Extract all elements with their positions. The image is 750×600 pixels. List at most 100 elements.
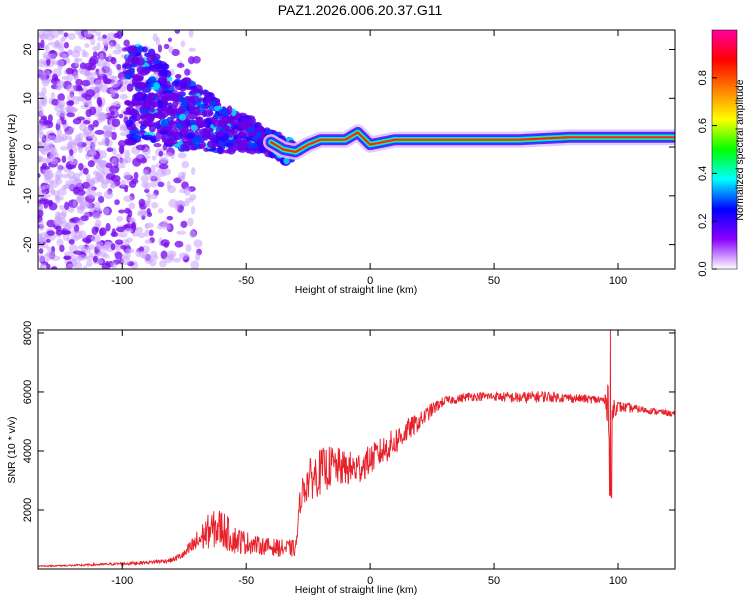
- chart-title: PAZ1.2026.006.20.37.G11: [278, 2, 443, 18]
- spectrogram-scatter-blob: [50, 158, 59, 165]
- spectrogram-band-blob: [146, 83, 154, 88]
- x-tick-label: 50: [488, 275, 500, 287]
- spectrogram-scatter-blob: [77, 245, 86, 250]
- spectrogram-scatter-blob: [89, 37, 96, 46]
- spectrogram-scatter-blob: [75, 78, 83, 86]
- spectrogram-scatter-blob: [141, 181, 148, 188]
- spectrogram-scatter-blob: [92, 170, 99, 176]
- spectrogram-scatter-blob: [53, 190, 60, 198]
- spectrogram-scatter-blob: [94, 226, 99, 233]
- spectrogram-scatter-blob: [59, 244, 65, 253]
- spectrogram-scatter-blob: [103, 207, 110, 216]
- spectrogram-scatter-blob: [66, 73, 73, 83]
- spectrogram-scatter-blob: [47, 114, 53, 123]
- spectrogram-band-blob: [158, 130, 169, 135]
- spectrogram-band-blob: [239, 142, 247, 149]
- spectrogram-scatter-blob: [55, 229, 64, 236]
- spectrogram-band-blob: [160, 119, 168, 128]
- spectrogram-scatter-blob: [51, 98, 59, 106]
- spectrogram-scatter-blob: [100, 181, 109, 189]
- spectrogram-scatter-blob: [87, 160, 95, 168]
- spectrogram-scatter-blob: [57, 99, 66, 109]
- spectrogram-scatter-blob: [97, 160, 108, 167]
- spectrogram-scatter-blob: [64, 130, 73, 136]
- spectrogram-scatter-blob: [91, 212, 102, 220]
- spectrogram-scatter-blob: [66, 112, 75, 118]
- spectrogram-scatter-blob: [101, 168, 112, 175]
- y-tick-label: 6000: [22, 380, 34, 404]
- spectrogram-band-blob: [167, 76, 173, 82]
- spectrogram-scatter-blob: [56, 80, 62, 88]
- spectrogram-scatter-blob: [96, 42, 101, 51]
- spectrogram-band-blob: [189, 85, 198, 91]
- spectrogram-scatter-blob: [85, 108, 92, 118]
- spectrogram-scatter-blob: [50, 149, 57, 159]
- spectrogram-scatter-blob: [123, 39, 130, 47]
- spectrogram-scatter-blob: [42, 120, 53, 125]
- spectrogram-band-blob: [124, 138, 133, 145]
- spectrogram-scatter-blob: [113, 32, 120, 39]
- spectrogram-scatter-blob: [99, 227, 107, 236]
- spectrogram-scatter-blob: [148, 229, 154, 237]
- y-tick-label: 2000: [22, 498, 34, 522]
- spectrogram-scatter-blob: [102, 253, 110, 259]
- spectrogram-scatter-blob: [93, 85, 102, 93]
- spectrogram-scatter-blob: [86, 65, 92, 71]
- spectrogram-scatter-blob: [95, 31, 102, 37]
- spectrogram-scatter-blob: [38, 156, 45, 163]
- spectrogram-band-blob: [162, 90, 173, 96]
- spectrogram-scatter-blob: [144, 222, 154, 228]
- snr-y-label: SNR (10 * v/v): [6, 416, 18, 483]
- spectrogram-scatter-blob: [73, 186, 80, 195]
- spectrogram-scatter-blob: [132, 231, 140, 237]
- spectrogram-scatter-blob: [168, 46, 174, 54]
- snr-axes: -100 -50 0 50 100 8000 6000 4000 2000: [22, 321, 675, 587]
- spectrogram-scatter-blob: [184, 197, 194, 203]
- spectrogram-band-blob: [205, 96, 212, 104]
- colorbar-ticks: 0.0 0.2 0.4 0.6 0.8: [697, 70, 717, 277]
- spectrogram-scatter-blob: [171, 48, 180, 57]
- spectrogram-scatter-blob: [160, 157, 167, 163]
- spectrogram-band-blob: [217, 131, 225, 137]
- spectrogram-scatter-blob: [38, 99, 43, 109]
- spectrogram-scatter-blob: [178, 171, 185, 181]
- spectrogram-band-blob: [147, 76, 157, 84]
- spectrogram-scatter-blob: [39, 72, 47, 82]
- spectrogram-scatter-blob: [57, 93, 65, 102]
- colorbar-gradient: [711, 29, 738, 270]
- spectrogram-scatter-blob: [39, 124, 49, 130]
- spectrogram-scatter-blob: [88, 252, 94, 258]
- spectrogram-scatter-blob: [63, 32, 69, 38]
- spectrogram-scatter-blob: [102, 41, 109, 47]
- spectrogram-scatter-blob: [111, 158, 118, 167]
- spectrogram-band-blob: [139, 124, 147, 130]
- spectrogram-band-blob: [126, 106, 136, 116]
- spectrogram-band-blob: [199, 121, 205, 128]
- spectrogram-band-blob: [131, 77, 139, 86]
- spectrogram-scatter-blob: [190, 260, 200, 269]
- spectrogram-scatter-blob: [111, 228, 117, 237]
- spectrogram-scatter-blob: [139, 157, 148, 164]
- spectrogram-scatter-blob: [98, 150, 107, 159]
- spectrogram-scatter-blob: [80, 215, 89, 222]
- spectrogram-scatter-blob: [89, 76, 96, 86]
- x-tick-label: -100: [111, 275, 133, 287]
- spectrogram-scatter-blob: [49, 135, 57, 141]
- spectrogram-scatter-blob: [106, 126, 113, 134]
- spectrogram-scatter-blob: [187, 217, 194, 227]
- spectrogram-scatter-blob: [46, 246, 53, 252]
- spectrogram-scatter-blob: [59, 110, 67, 117]
- spectrogram-scatter-blob: [79, 62, 87, 70]
- x-tick-label: 50: [488, 575, 500, 587]
- spectrogram-scatter-blob: [76, 116, 85, 121]
- spectrogram-scatter-blob: [95, 240, 104, 250]
- spectrogram-scatter-blob: [74, 58, 79, 67]
- spectrogram-scatter-blob: [38, 254, 45, 263]
- spectrogram-scatter-blob: [181, 160, 190, 169]
- x-tick-label: 0: [367, 575, 373, 587]
- spectrogram-band-blob: [126, 83, 134, 92]
- spectrogram-band-blob: [178, 113, 187, 121]
- spectrogram-scatter-blob: [64, 201, 70, 211]
- spectrogram-scatter-blob: [54, 174, 61, 182]
